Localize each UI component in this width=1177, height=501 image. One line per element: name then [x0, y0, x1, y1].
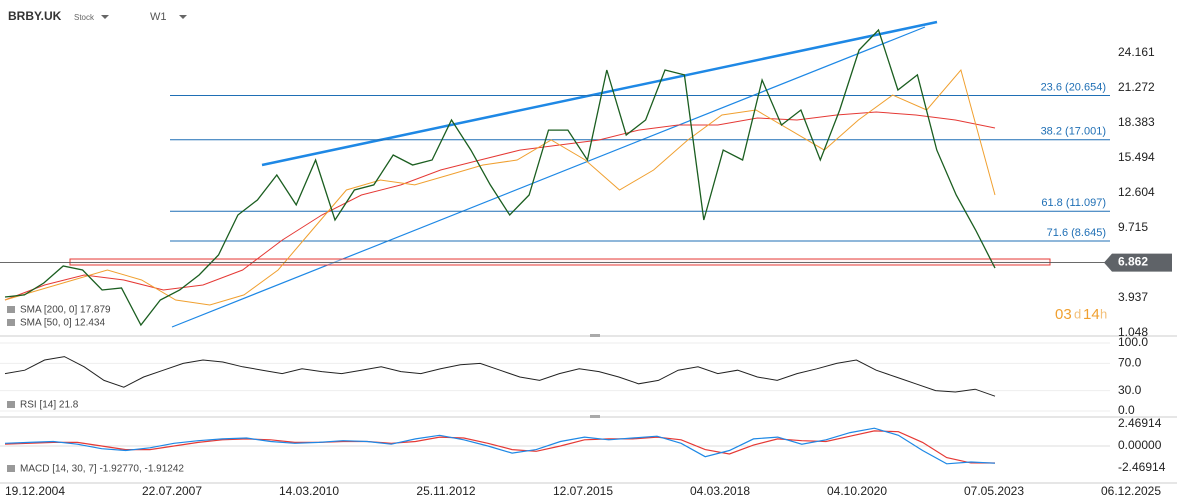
price-tick-label: 3.937: [1118, 290, 1148, 304]
countdown: 14: [1083, 306, 1100, 323]
rsi-tick-label: 100.0: [1118, 335, 1148, 349]
instrument-kind: Stock: [74, 13, 95, 22]
legend-icon: [7, 319, 15, 326]
macd-tick-label: 2.46914: [1118, 416, 1162, 430]
rsi-tick-label: 30.0: [1118, 383, 1142, 397]
macd-tick-label: 0.00000: [1118, 438, 1162, 452]
resize-handle[interactable]: [590, 334, 600, 337]
legend-text: MACD [14, 30, 7] -1.92770, -1.91242: [20, 464, 184, 475]
x-tick-label: 04.03.2018: [690, 484, 750, 498]
countdown: 03: [1055, 306, 1072, 323]
legend-icon: [7, 306, 15, 313]
trend-line: [261, 20, 938, 167]
price-line: [4, 28, 996, 327]
price-tick-label: 9.715: [1118, 220, 1148, 234]
legend-icon: [7, 401, 15, 408]
countdown: d: [1074, 306, 1081, 321]
legend-text: SMA [50, 0] 12.434: [20, 318, 105, 329]
price-tick-label: 21.272: [1118, 80, 1155, 94]
rsi-tick-label: 0.0: [1118, 403, 1135, 417]
sma200-line: [4, 111, 996, 301]
trend-line: [171, 26, 926, 328]
x-tick-label: 12.07.2015: [553, 484, 613, 498]
rsi-tick-label: 70.0: [1118, 356, 1142, 370]
fib-label: 38.2 (17.001): [1041, 126, 1106, 138]
legend-text: RSI [14] 21.8: [20, 400, 79, 411]
dropdown-arrow[interactable]: [179, 15, 187, 19]
price-tick-label: 15.494: [1118, 150, 1155, 164]
x-tick-label: 22.07.2007: [142, 484, 202, 498]
last-price-tag: [1104, 253, 1172, 272]
x-tick-label: 07.05.2023: [964, 484, 1024, 498]
resize-handle[interactable]: [590, 415, 600, 418]
fib-label: 23.6 (20.654): [1041, 81, 1106, 93]
symbol[interactable]: BRBY.UK: [8, 9, 62, 23]
last-price: 6.862: [1118, 255, 1148, 269]
fib-label: 71.6 (8.645): [1047, 227, 1106, 239]
dropdown-arrow[interactable]: [101, 15, 109, 19]
x-tick-label: 06.12.2025: [1101, 484, 1161, 498]
legend-text: SMA [200, 0] 17.879: [20, 305, 111, 316]
x-tick-label: 19.12.2004: [5, 484, 65, 498]
fib-label: 61.8 (11.097): [1041, 197, 1106, 209]
sma50-line: [4, 68, 996, 306]
price-tick-label: 1.048: [1118, 325, 1148, 339]
rsi-line: [4, 356, 996, 397]
countdown: h: [1100, 306, 1107, 321]
macd-line: [4, 427, 996, 465]
x-tick-label: 04.10.2020: [827, 484, 887, 498]
macd-tick-label: -2.46914: [1118, 460, 1166, 474]
price-tick-label: 18.383: [1118, 115, 1155, 129]
signal-line: [4, 430, 996, 464]
x-tick-label: 14.03.2010: [279, 484, 339, 498]
support-zone: [69, 258, 1051, 266]
timeframe[interactable]: W1: [150, 11, 167, 23]
legend-icon: [7, 465, 15, 472]
x-tick-label: 25.11.2012: [416, 484, 475, 498]
price-tick-label: 24.161: [1118, 45, 1155, 59]
price-tick-label: 12.604: [1118, 185, 1155, 199]
